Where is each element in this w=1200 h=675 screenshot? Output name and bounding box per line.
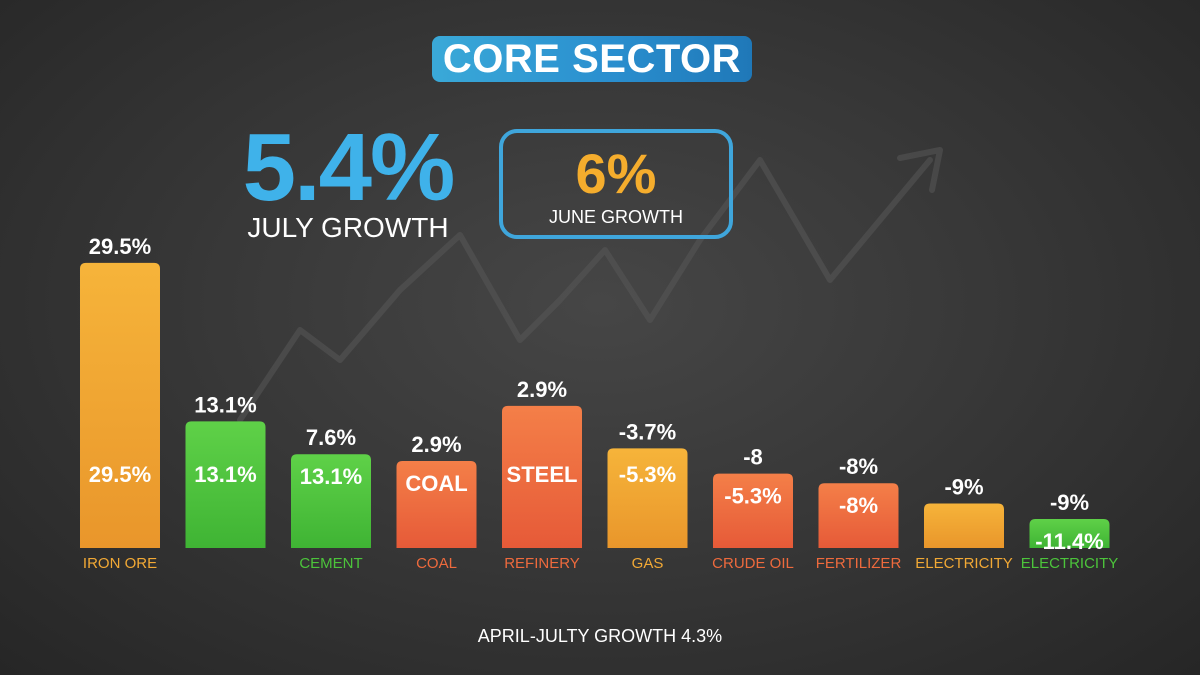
- june-growth-box: 6% JUNE GROWTH: [499, 129, 733, 239]
- bar: [1029, 519, 1110, 548]
- bar-inner-label: -11.4%: [1035, 529, 1104, 554]
- bar-value-label: 2.9%: [517, 377, 567, 402]
- bar-inner-label: 13.1%: [194, 462, 256, 487]
- category-label: GAS: [632, 555, 664, 572]
- july-growth-label: JULY GROWTH: [247, 212, 449, 243]
- bar-value-label: 29.5%: [89, 234, 151, 259]
- bar-inner-label: COAL: [405, 471, 467, 496]
- bar: [818, 483, 899, 548]
- category-label: CEMENT: [299, 555, 362, 572]
- category-label: FERTILIZER: [816, 555, 902, 572]
- bar: [80, 262, 160, 548]
- bar-value-label: -8: [743, 445, 763, 470]
- bar-value-label: -9%: [944, 475, 983, 500]
- july-growth-value: 5.4%: [242, 114, 456, 221]
- bar-inner-label: STEEL: [507, 462, 578, 487]
- june-growth-label: JUNE GROWTH: [549, 207, 683, 227]
- category-label: ELECTRICITY: [1021, 555, 1119, 572]
- bar-value-label: 13.1%: [194, 392, 256, 417]
- bar-value-label: 2.9%: [411, 432, 461, 457]
- category-label: ELECTRICITY: [915, 555, 1013, 572]
- june-growth-value: 6%: [575, 142, 657, 205]
- bar: [291, 454, 371, 548]
- bar: [924, 503, 1004, 548]
- bar-inner-label: 29.5%: [89, 462, 151, 487]
- bar: [607, 448, 688, 548]
- category-label: COAL: [416, 555, 457, 572]
- category-label: REFINERY: [504, 555, 580, 572]
- page-title: CORE SECTOR: [442, 37, 742, 81]
- bar-value-label: -9%: [1050, 490, 1089, 515]
- bar-inner-label: -8%: [839, 493, 878, 518]
- bar: [185, 421, 266, 548]
- bar-value-label: 7.6%: [306, 425, 356, 450]
- bar-value-label: -3.7%: [619, 419, 676, 444]
- bar-inner-label: 13.1%: [300, 464, 362, 489]
- category-label: CRUDE OIL: [712, 555, 794, 572]
- bar: [396, 461, 477, 548]
- bars-layer: 29.5% 29.5% IRON ORE 13.1% 13.1% 7.6% 13.1% CEM…: [80, 234, 1118, 572]
- bar: [713, 473, 793, 548]
- bar-inner-label: -5.3%: [619, 462, 676, 487]
- bar-value-label: -8%: [839, 454, 878, 479]
- footer-note: APRIL-JULTY GROWTH 4.3%: [477, 626, 723, 646]
- category-label: IRON ORE: [83, 555, 157, 572]
- title-banner: CORE SECTOR: [432, 36, 752, 82]
- bar-inner-label: -5.3%: [724, 484, 781, 509]
- bar: [502, 405, 582, 548]
